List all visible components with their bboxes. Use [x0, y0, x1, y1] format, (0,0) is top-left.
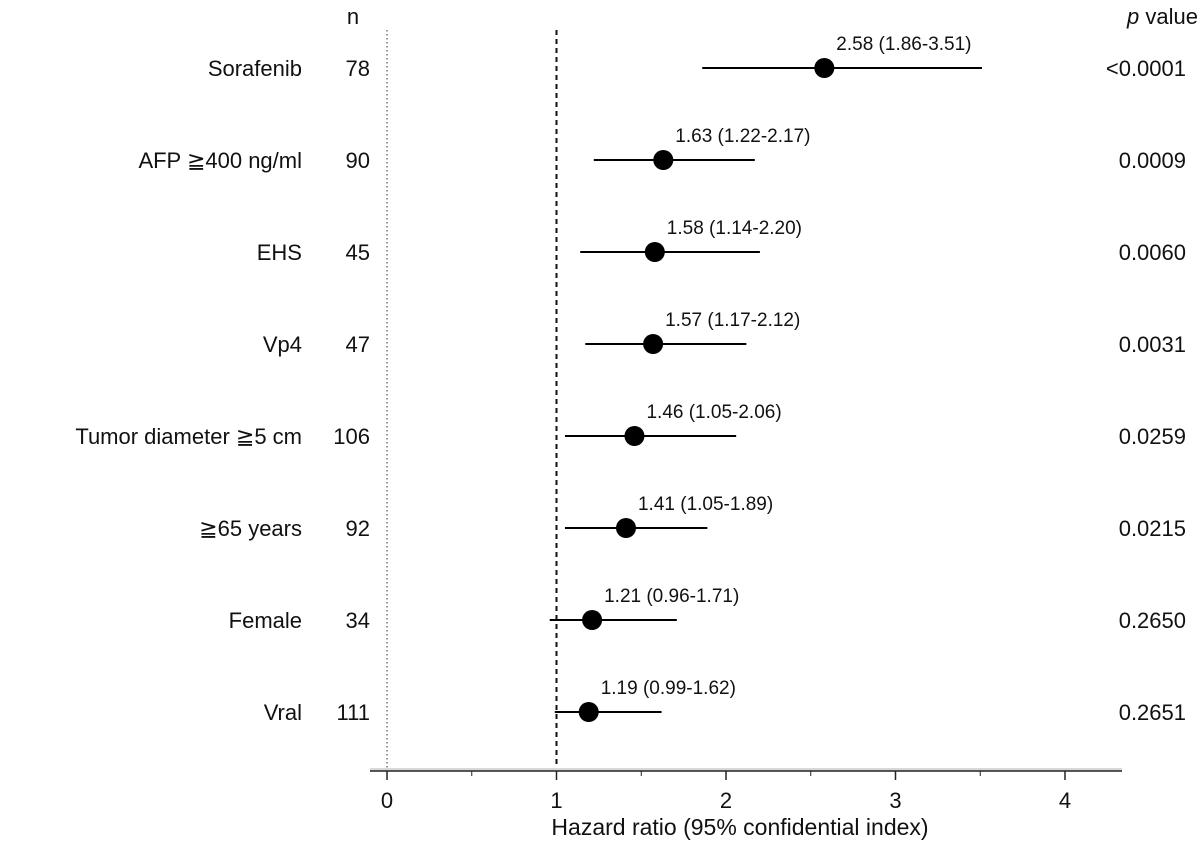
row-p-value: 0.0060 [1119, 240, 1186, 265]
hr-point [578, 702, 599, 722]
ci-label: 1.21 (0.96-1.71) [604, 586, 739, 607]
row-label: ≧65 years [199, 516, 302, 541]
hr-point [814, 58, 835, 78]
row-n-value: 92 [346, 516, 370, 541]
x-axis-band [370, 768, 1122, 771]
row-p-value: <0.0001 [1106, 56, 1186, 81]
x-tick-label: 3 [889, 788, 901, 813]
row-n-value: 111 [337, 700, 370, 725]
ci-label: 1.57 (1.17-2.12) [665, 310, 800, 331]
p-value-header-rest: value [1139, 4, 1198, 29]
row-p-value: 0.0009 [1119, 148, 1186, 173]
row-n-value: 90 [346, 148, 370, 173]
row-p-value: 0.0259 [1119, 424, 1186, 449]
row-label: Female [229, 608, 302, 633]
x-tick-label: 2 [720, 788, 732, 813]
row-label: Vral [264, 700, 302, 725]
hr-point [615, 518, 636, 538]
ci-label: 2.58 (1.86-3.51) [836, 34, 971, 55]
hr-point [644, 242, 665, 262]
ci-label: 1.46 (1.05-2.06) [646, 402, 781, 423]
row-label: Vp4 [263, 332, 302, 357]
row-label: Tumor diameter ≧5 cm [75, 424, 302, 449]
x-tick-label: 0 [381, 788, 393, 813]
n-column-header: n [347, 4, 359, 29]
p-value-column-header: p value [1126, 4, 1198, 29]
ci-label: 1.19 (0.99-1.62) [601, 678, 736, 699]
row-label: Sorafenib [208, 56, 302, 81]
x-axis-label: Hazard ratio (95% confidential index) [551, 814, 928, 840]
row-label: EHS [257, 240, 302, 265]
row-p-value: 0.0215 [1119, 516, 1186, 541]
row-n-value: 34 [346, 608, 370, 633]
hr-point [653, 150, 674, 170]
row-n-value: 106 [333, 424, 370, 449]
row-n-value: 78 [346, 56, 370, 81]
x-tick-label: 4 [1059, 788, 1071, 813]
row-n-value: 45 [346, 240, 370, 265]
hr-point [582, 610, 603, 630]
row-n-value: 47 [346, 332, 370, 357]
ci-label: 1.41 (1.05-1.89) [638, 494, 773, 515]
row-p-value: 0.0031 [1119, 332, 1186, 357]
ci-label: 1.63 (1.22-2.17) [675, 126, 810, 147]
hr-point [624, 426, 645, 446]
p-value-header-italic: p [1126, 4, 1139, 29]
row-label: AFP ≧400 ng/ml [138, 148, 302, 173]
x-tick-label: 1 [550, 788, 562, 813]
hr-point [643, 334, 664, 354]
row-p-value: 0.2650 [1119, 608, 1186, 633]
ci-label: 1.58 (1.14-2.20) [667, 218, 802, 239]
row-p-value: 0.2651 [1119, 700, 1186, 725]
